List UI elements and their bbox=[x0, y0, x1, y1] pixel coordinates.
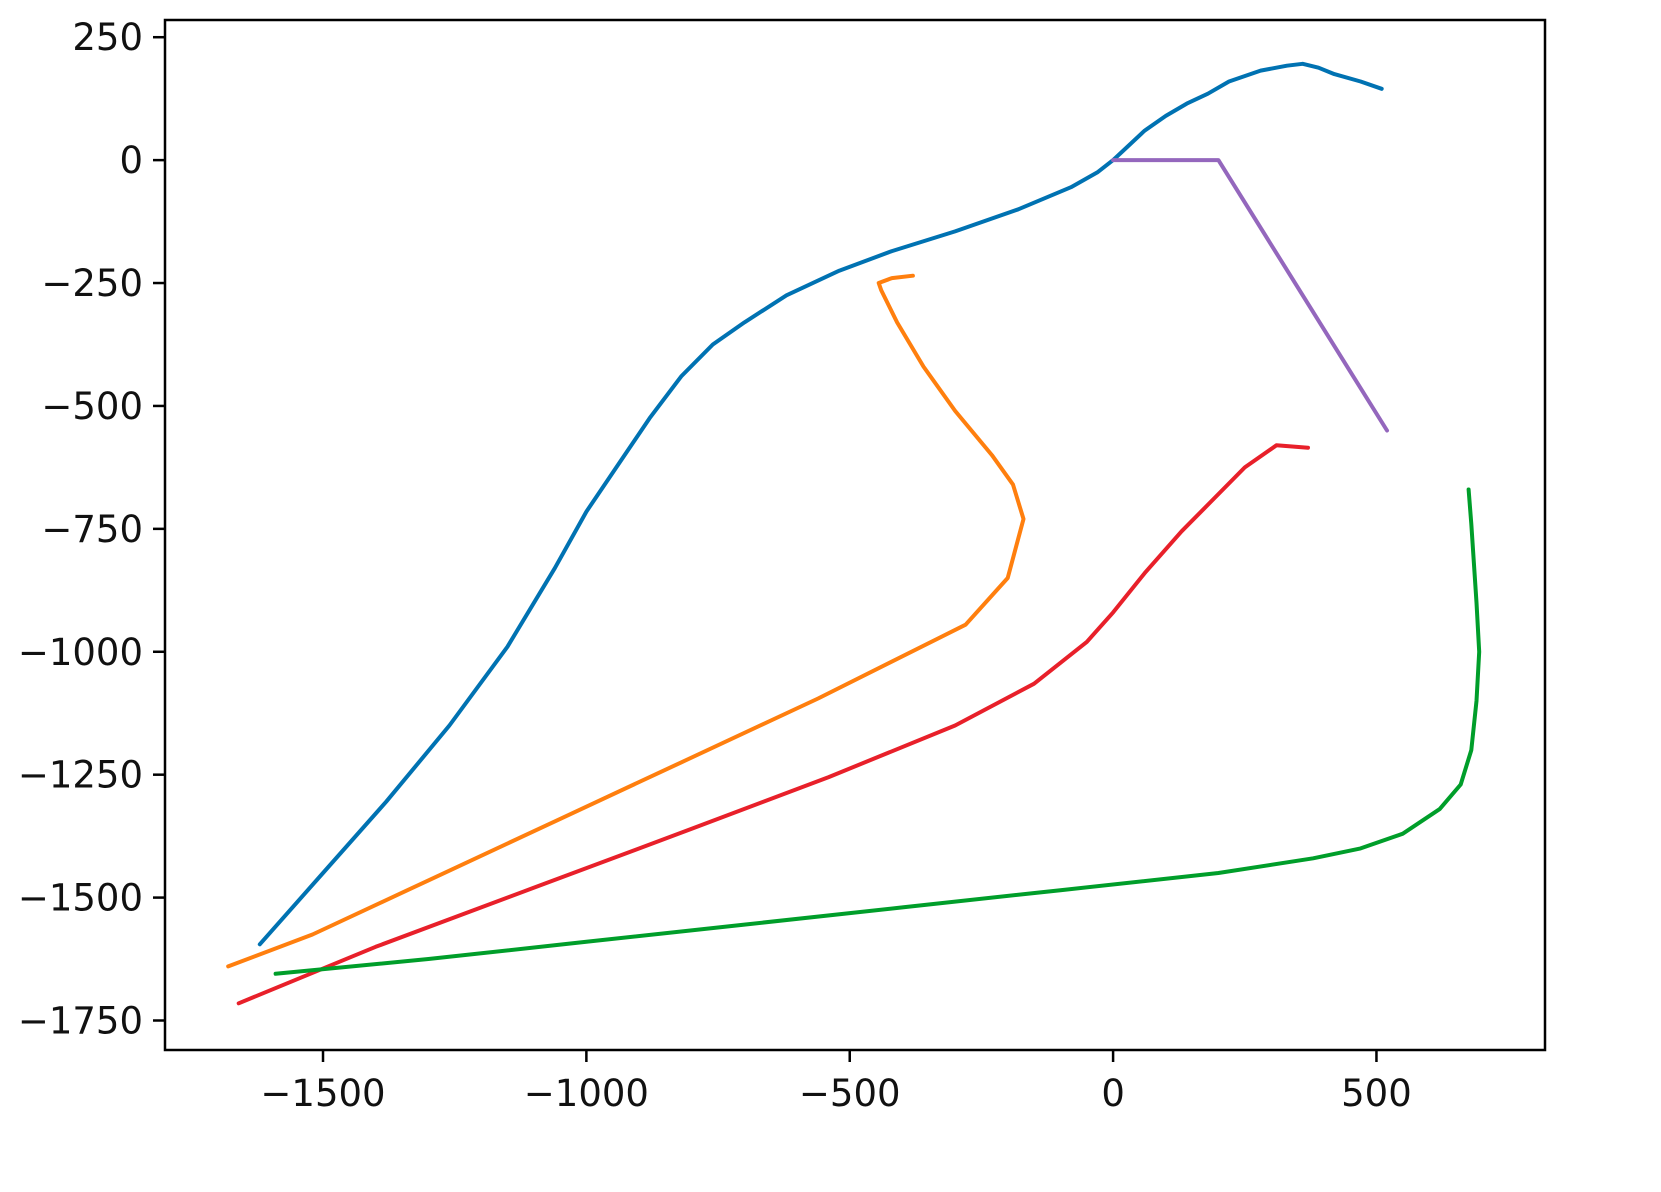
x-tick-label: −1500 bbox=[260, 1072, 385, 1115]
y-tick-label: 250 bbox=[72, 16, 143, 59]
x-tick-label: −500 bbox=[799, 1072, 901, 1115]
y-tick-label: −1500 bbox=[18, 877, 143, 920]
series-line-1 bbox=[257, 61, 1384, 947]
y-tick-label: −500 bbox=[41, 385, 143, 428]
axis-layer: −1500 −1000 −500 0 500 250 0 −250 −500 −750 −1000 −… bbox=[18, 16, 1412, 1115]
series-line-2 bbox=[226, 273, 1026, 969]
y-tick-label: −750 bbox=[41, 508, 143, 551]
series-line-5 bbox=[1111, 158, 1389, 433]
x-tick-label: 0 bbox=[1101, 1072, 1125, 1115]
series-layer bbox=[226, 61, 1482, 1006]
y-tick-label: −250 bbox=[41, 262, 143, 305]
y-tick-label: −1750 bbox=[18, 1000, 143, 1043]
y-tick-label: 0 bbox=[119, 139, 143, 182]
y-tick-label: −1000 bbox=[18, 631, 143, 674]
series-line-4 bbox=[273, 487, 1482, 976]
x-tick-label: 500 bbox=[1341, 1072, 1412, 1115]
plot-background bbox=[165, 20, 1545, 1050]
x-tick-label: −1000 bbox=[524, 1072, 649, 1115]
plot-frame bbox=[163, 18, 1547, 1052]
series-line-3 bbox=[236, 443, 1310, 1006]
y-tick-label: −1250 bbox=[18, 754, 143, 797]
